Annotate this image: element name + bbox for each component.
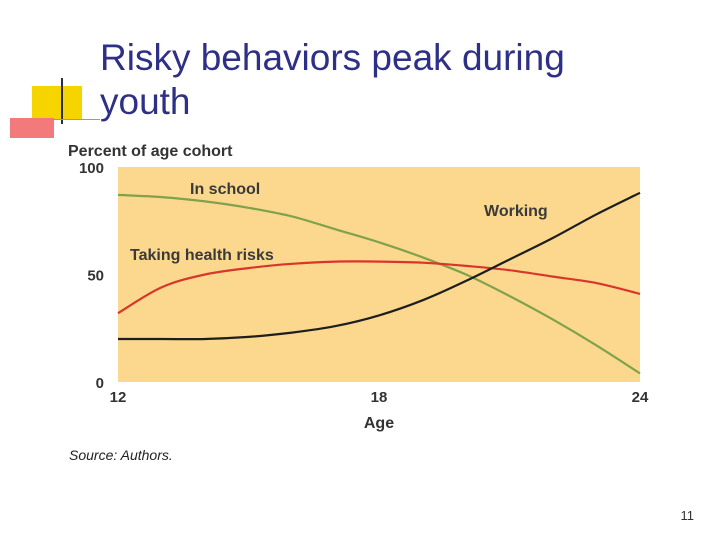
x-axis-label: Age [364,415,394,432]
decor-yellow-block [32,86,82,120]
page-number: 11 [680,508,695,523]
decor-red-block [10,118,54,138]
x-tick-label: 24 [632,389,649,406]
y-tick-labels: 0 50 100 [79,160,104,392]
series-labels: In school Taking health risks Working [130,181,548,264]
series-lines [117,191,641,375]
y-tick-label: 50 [87,268,104,285]
series-line-in-school [117,193,641,375]
x-tick-label: 12 [110,389,127,406]
decor-horizontal-line [30,119,100,120]
series-label-working: Working [484,203,548,220]
x-tick-labels: 12 18 24 [110,389,649,406]
chart-source: Source: Authors. [69,447,173,463]
x-tick-label: 18 [371,389,388,406]
y-tick-label: 0 [96,375,104,392]
y-axis-label: Percent of age cohort [68,143,233,160]
series-label-taking-health-risks: Taking health risks [130,247,274,264]
series-line-working [118,191,641,341]
series-label-in-school: In school [190,181,260,198]
slide-title: Risky behaviors peak during youth [100,37,565,122]
decor-vertical-line [61,78,63,124]
plot-background [118,167,640,382]
series-line-taking-health-risks [117,260,641,315]
y-tick-label: 100 [79,160,104,177]
